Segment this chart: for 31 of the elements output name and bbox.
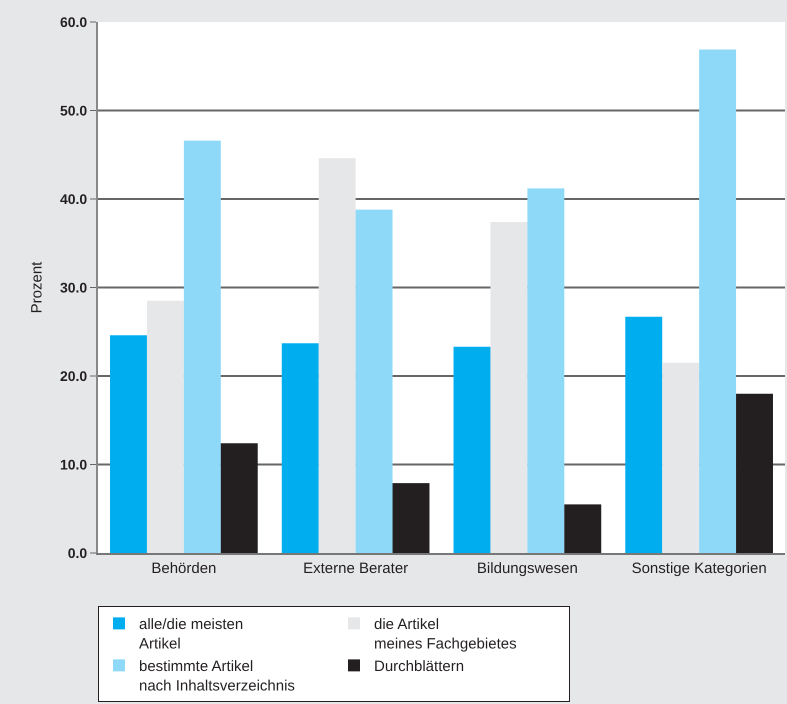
y-axis-title: Prozent [28,260,46,314]
y-tick-label: 20.0 [60,368,88,384]
x-tick-label: Sonstige Kategorien [632,560,767,577]
bar [662,362,700,553]
bar [564,504,602,553]
bar [110,335,147,553]
y-tick-label: 60.0 [60,14,88,30]
x-tick-label: Behörden [151,560,216,577]
x-tick-label: Externe Berater [303,560,408,577]
bar [699,49,736,553]
bar [490,222,528,553]
y-tick-label: 40.0 [60,190,88,207]
legend-label: bestimmte Artikel nach Inhaltsverzeichnis [139,658,295,695]
bar [184,140,221,553]
bar [392,483,430,553]
x-tick-label: Bildungswesen [476,560,578,577]
bar [282,343,319,553]
bar [318,158,356,553]
bar [527,188,564,553]
bar [220,443,258,553]
y-tick-label: 10.0 [60,456,88,472]
legend-label: Durchblättern [374,658,464,676]
y-tick-label: 0.0 [68,544,88,561]
bar [625,316,662,553]
bar [736,394,773,553]
y-tick-label: 50.0 [60,102,88,118]
bar [146,300,184,553]
bar [356,210,393,553]
bar [454,346,490,553]
y-tick-label: 30.0 [60,279,88,296]
legend-label: die Artikel meines Fachgebietes [374,616,517,653]
